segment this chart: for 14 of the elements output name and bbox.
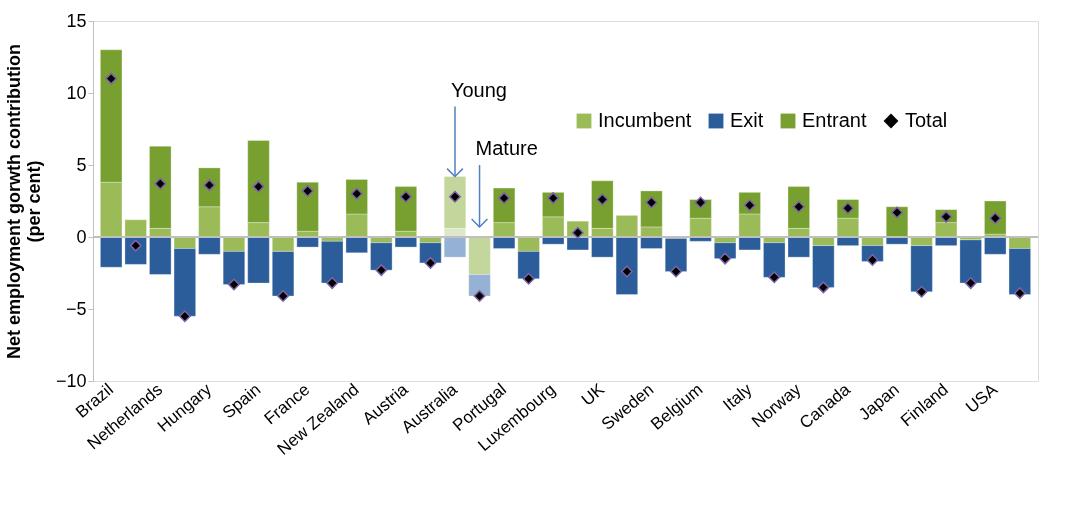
annotation: Mature — [475, 137, 538, 159]
legend-label: Incumbent — [598, 109, 692, 131]
y-tick-label: 10 — [66, 82, 87, 103]
x-tick-label: Italy — [719, 379, 756, 415]
annotation: Young — [450, 78, 507, 101]
y-tick-label: −5 — [65, 298, 87, 319]
legend-label: Exit — [730, 109, 764, 131]
x-tick-label: USA — [962, 379, 1002, 417]
y-tick-label: 15 — [66, 10, 87, 31]
y-tick-label: 5 — [76, 154, 87, 175]
legend-label: Total — [905, 109, 948, 131]
legend-label: Entrant — [802, 109, 867, 131]
y-axis-title: Net employment gorwth contribution (per cent) — [3, 44, 44, 359]
y-tick-label: 0 — [76, 226, 87, 247]
